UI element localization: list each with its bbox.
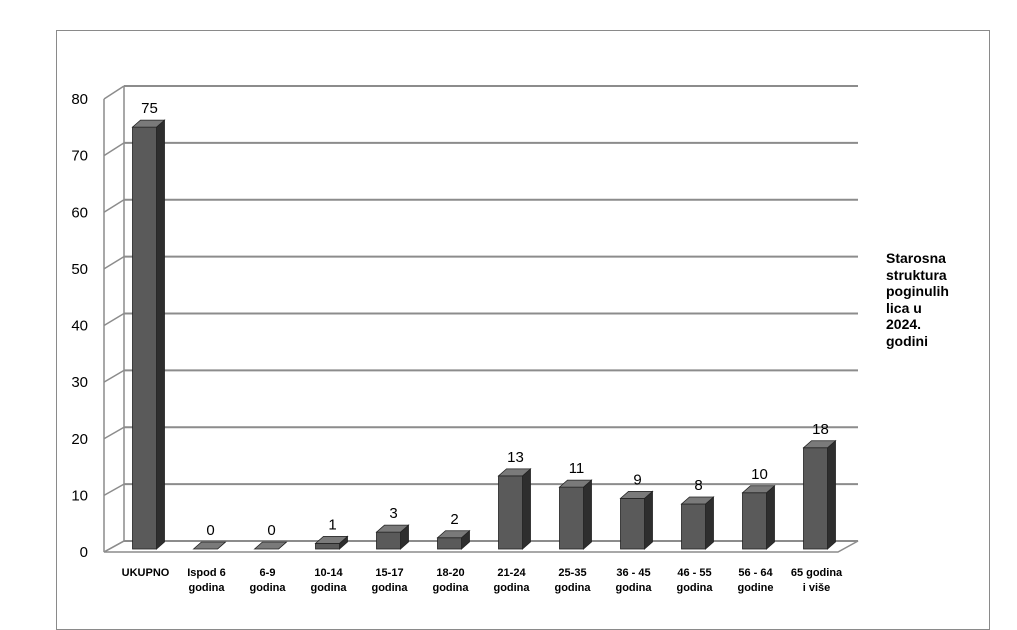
legend-line: poginulih [886, 283, 949, 299]
bar [681, 503, 706, 550]
bar [498, 475, 523, 550]
bar-side [583, 479, 592, 550]
x-tick-label: 36 - 45 [616, 567, 650, 579]
data-label: 11 [569, 460, 585, 477]
wall-gridline [103, 369, 125, 383]
bar-top [131, 119, 166, 128]
wall-gridline [103, 142, 125, 157]
wall-gridline [103, 255, 125, 270]
data-label: 10 [751, 466, 768, 483]
x-tick-label: godina [432, 582, 469, 594]
wall-gridline [103, 540, 125, 553]
bar-top [436, 530, 471, 539]
x-tick-label: i više [803, 582, 831, 594]
wall-gridline [103, 483, 125, 497]
x-tick-label: godina [554, 582, 591, 594]
bar-top [314, 535, 349, 544]
bar-top [558, 479, 593, 488]
x-tick-label: Ispod 6 [187, 567, 226, 579]
x-tick-label: 25-35 [558, 567, 586, 579]
bar [315, 542, 340, 550]
y-tick-label: 70 [71, 148, 88, 165]
legend-line: 2024. [886, 316, 922, 332]
legend-line: struktura [886, 266, 947, 283]
x-tick-label: godina [676, 582, 713, 594]
bar-top [619, 490, 654, 499]
legend: Starosna struktura poginulih lica u 2024… [886, 250, 986, 349]
wall-gridline [103, 426, 125, 440]
bar [559, 486, 584, 550]
x-tick-label: 15-17 [375, 567, 403, 579]
bar-top [192, 541, 227, 550]
bar [437, 537, 462, 550]
data-label: 0 [206, 522, 214, 539]
y-tick-label: 30 [71, 374, 88, 391]
legend-line: lica u [886, 299, 922, 316]
y-tick-label: 40 [71, 318, 88, 335]
x-tick-label: 46 - 55 [677, 567, 711, 579]
wall-gridline [103, 85, 125, 100]
wall-gridline [103, 199, 125, 213]
data-label: 13 [507, 449, 524, 466]
bar-side [644, 490, 653, 550]
data-label: 0 [267, 522, 275, 539]
bar-side [705, 496, 714, 550]
bar [803, 447, 828, 550]
x-tick-label: 56 - 64 [738, 567, 773, 579]
bar [132, 126, 157, 550]
bar [620, 497, 645, 550]
bar-chart: 0 10 20 30 40 50 60 70 80 75 UKUPNO 0 Ispod 6 godina 0… [71, 85, 859, 594]
bar-top [497, 468, 532, 477]
bar-top [802, 440, 837, 449]
y-tick-label: 20 [71, 431, 88, 448]
y-tick-label: 0 [80, 544, 88, 561]
bar-top [375, 524, 410, 533]
bar [376, 531, 401, 550]
data-label: 75 [141, 100, 158, 117]
x-tick-label: UKUPNO [122, 567, 170, 579]
bar-top [680, 496, 715, 505]
x-tick-label: 10-14 [314, 567, 343, 579]
y-tick-label: 10 [71, 487, 88, 504]
bar [742, 492, 767, 550]
legend-line: Starosna [886, 250, 946, 266]
x-tick-label: godina [310, 582, 347, 594]
bar-side [522, 467, 531, 550]
legend-line: godini [886, 332, 928, 349]
x-tick-label: 65 godina [791, 567, 843, 579]
x-tick-label: godina [615, 582, 652, 594]
x-tick-label: 18-20 [436, 567, 464, 579]
x-tick-label: godina [188, 582, 225, 594]
y-tick-label: 80 [71, 91, 88, 108]
x-tick-label: godina [249, 582, 286, 594]
x-tick-label: godine [737, 582, 773, 594]
data-label: 18 [812, 421, 829, 438]
data-label: 8 [694, 477, 702, 494]
data-label: 2 [450, 511, 458, 528]
x-tick-label: 6-9 [260, 567, 276, 579]
y-tick-label: 60 [71, 204, 88, 221]
data-label: 9 [633, 471, 641, 488]
x-tick-label: godina [493, 582, 530, 594]
bar-top [253, 541, 288, 550]
bar-side [156, 119, 165, 550]
y-tick-label: 50 [71, 261, 88, 278]
wall-gridline [103, 312, 125, 327]
bar-side [827, 439, 836, 550]
x-tick-label: godina [371, 582, 408, 594]
bar-top [741, 485, 776, 494]
x-tick-label: 21-24 [497, 567, 526, 579]
data-label: 1 [328, 516, 336, 533]
bar-side [766, 484, 775, 550]
data-label: 3 [389, 505, 397, 522]
